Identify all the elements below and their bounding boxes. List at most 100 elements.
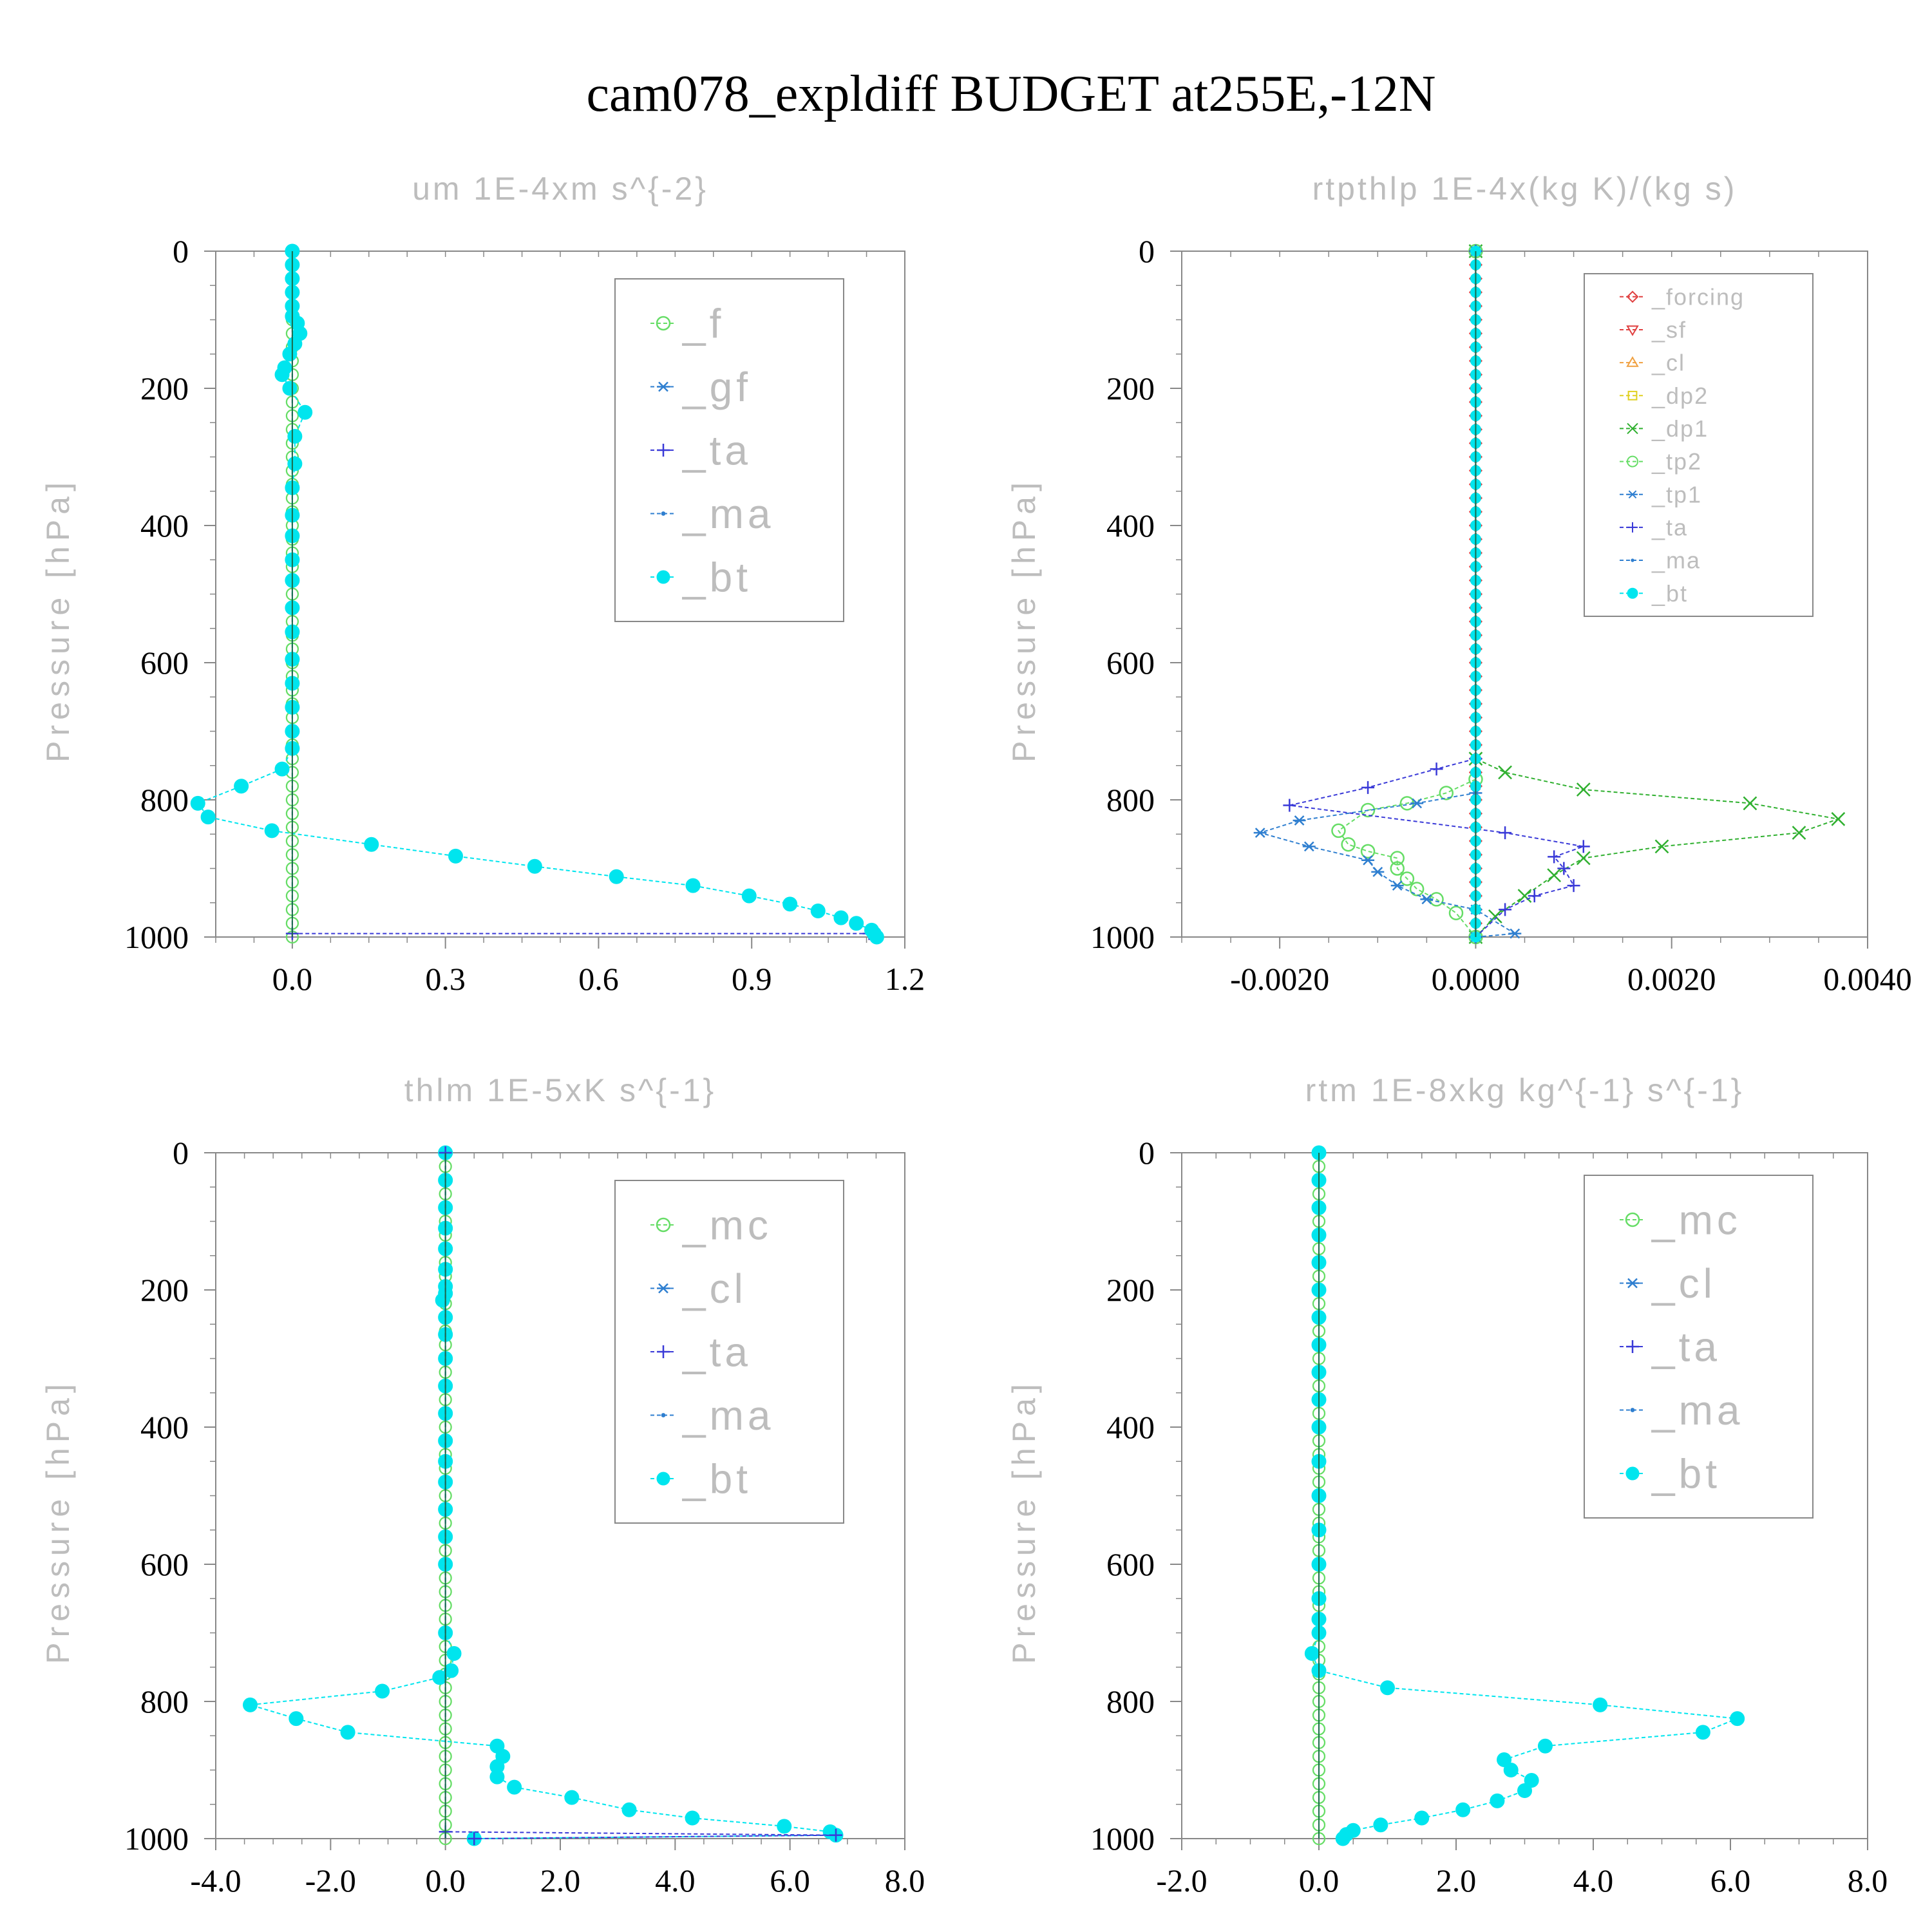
x-tick-label: 0.0	[425, 1862, 466, 1899]
data-point-shape	[1654, 839, 1669, 854]
legend-label: _ma	[1651, 1387, 1744, 1434]
data-point	[564, 1790, 580, 1805]
data-point	[1503, 1763, 1519, 1777]
y-tick-label: 400	[1106, 507, 1155, 544]
data-point	[1302, 841, 1316, 852]
legend-label: _bt	[1651, 1450, 1721, 1497]
x-tick-label: 0.0000	[1432, 961, 1520, 997]
x-tick-label: 4.0	[655, 1862, 696, 1899]
data-point-shape	[507, 1779, 522, 1795]
legend-marker	[1625, 1212, 1640, 1227]
data-point-shape	[1361, 855, 1375, 866]
data-point-shape	[435, 1293, 450, 1308]
x-tick-label: 0.0040	[1823, 961, 1912, 997]
legend-label: _cl	[1651, 1260, 1716, 1307]
data-point-shape	[1331, 823, 1346, 838]
data-point-shape	[1360, 802, 1376, 818]
legend-marker	[1627, 587, 1638, 599]
x-tick-label: 0.9	[732, 961, 772, 997]
data-point	[1576, 782, 1591, 797]
data-point-shape	[264, 823, 279, 838]
legend-box	[1584, 273, 1814, 617]
data-point	[432, 1670, 448, 1685]
data-point-shape	[489, 1769, 505, 1785]
x-tick-label: 6.0	[770, 1862, 810, 1899]
data-point	[1390, 880, 1404, 891]
legend-label: _mc	[1651, 1197, 1741, 1243]
x-tick-label: 0.0	[272, 961, 313, 997]
legend-marker	[657, 1283, 670, 1294]
data-point-shape	[1455, 1802, 1471, 1817]
data-point-shape	[685, 1810, 700, 1826]
legend-label: _forcing	[1651, 283, 1745, 310]
legend-marker	[661, 1413, 666, 1417]
data-point-shape	[287, 456, 303, 471]
data-point-shape	[1593, 1697, 1608, 1712]
x-tick-label: 2.0	[1436, 1862, 1477, 1899]
data-point-shape	[1360, 844, 1376, 859]
legend-marker-shape	[661, 511, 666, 516]
data-point-shape	[1524, 1772, 1539, 1788]
legend-label: _ta	[1651, 1323, 1721, 1370]
data-point-shape	[1380, 1680, 1395, 1696]
data-point	[869, 929, 884, 945]
legend-marker-shape	[1627, 455, 1638, 468]
data-point	[375, 1683, 390, 1699]
legend-label: _ma	[682, 491, 775, 537]
y-tick-label: 800	[140, 782, 189, 818]
data-point	[448, 848, 464, 864]
legend-marker	[1630, 1408, 1635, 1412]
data-point	[685, 1810, 700, 1826]
legend-marker-shape	[1625, 1212, 1640, 1227]
data-point	[340, 1725, 355, 1740]
data-point	[1399, 871, 1415, 886]
data-point-shape	[282, 381, 298, 396]
data-point-shape	[1508, 928, 1522, 939]
data-point-shape	[1577, 840, 1590, 853]
data-point	[1557, 862, 1571, 875]
legend-marker-shape	[1626, 1340, 1639, 1353]
y-tick-label: 0	[173, 1135, 189, 1171]
legend-marker	[661, 511, 666, 516]
data-point-shape	[1373, 1817, 1388, 1833]
data-point-shape	[1390, 851, 1405, 866]
legend-marker-shape	[1630, 1408, 1635, 1412]
x-tick-label: 0.0020	[1627, 961, 1716, 997]
data-point-shape	[1420, 894, 1434, 905]
data-point-shape	[777, 1819, 792, 1834]
data-point-shape	[869, 929, 884, 945]
data-point	[1304, 1645, 1320, 1661]
data-point-shape	[527, 858, 542, 874]
data-point	[1430, 762, 1443, 776]
data-point	[1831, 811, 1846, 826]
legend-label: _f	[682, 300, 724, 346]
legend-marker	[1631, 558, 1634, 562]
legend-marker-shape	[656, 570, 670, 584]
x-tick-label: -4.0	[190, 1862, 241, 1899]
data-point	[1537, 1738, 1553, 1754]
data-point-shape	[829, 1828, 842, 1842]
x-tick-label: 4.0	[1573, 1862, 1614, 1899]
data-point-shape	[810, 904, 826, 919]
y-tick-label: 600	[140, 1546, 189, 1582]
legend-label: _tp1	[1651, 481, 1702, 507]
legend-marker	[1627, 490, 1638, 499]
data-point-shape	[298, 404, 313, 420]
legend-marker-shape	[1626, 290, 1639, 303]
data-point	[364, 837, 379, 852]
y-axis-label: Pressure [hPa]	[40, 477, 76, 762]
y-tick-label: 400	[140, 507, 189, 544]
legend-marker-shape	[657, 381, 670, 392]
chart-panel-3: thlm 1E-5xK s^{-1} 0 200 400 600 800 1000-4.0 -…	[40, 1072, 925, 1899]
data-point-shape	[1414, 1810, 1430, 1826]
data-point-shape	[1792, 826, 1806, 840]
data-point	[1593, 1697, 1608, 1712]
data-point-shape	[446, 1645, 462, 1661]
data-point	[1371, 866, 1385, 877]
data-point	[1331, 823, 1346, 838]
data-point-shape	[1548, 850, 1561, 864]
data-point	[1361, 855, 1375, 866]
legend-marker	[656, 570, 670, 584]
data-point-shape	[741, 888, 757, 904]
data-point-shape	[1371, 866, 1385, 877]
